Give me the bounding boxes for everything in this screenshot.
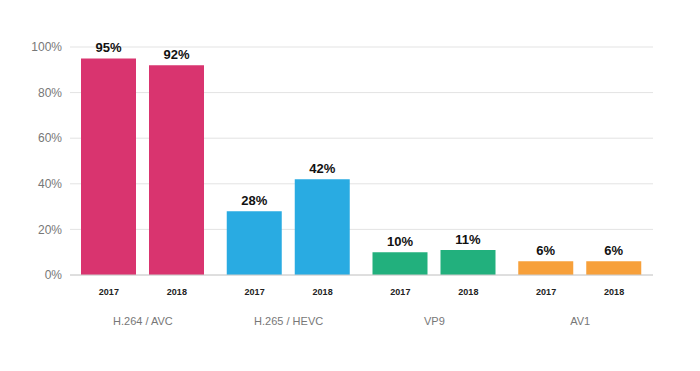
svg-text:20%: 20%: [38, 223, 62, 237]
svg-text:2017: 2017: [536, 287, 556, 297]
svg-text:H.264 / AVC: H.264 / AVC: [113, 315, 173, 327]
svg-text:60%: 60%: [38, 131, 62, 145]
svg-text:AV1: AV1: [570, 315, 590, 327]
svg-text:40%: 40%: [38, 177, 62, 191]
svg-text:42%: 42%: [309, 161, 335, 176]
svg-text:10%: 10%: [387, 234, 413, 249]
svg-text:2017: 2017: [245, 287, 265, 297]
svg-text:80%: 80%: [38, 86, 62, 100]
svg-text:6%: 6%: [604, 243, 623, 258]
svg-text:2017: 2017: [99, 287, 119, 297]
svg-text:28%: 28%: [241, 193, 267, 208]
svg-text:11%: 11%: [455, 232, 481, 247]
svg-text:H.265 / HEVC: H.265 / HEVC: [254, 315, 323, 327]
svg-text:2017: 2017: [390, 287, 410, 297]
svg-text:2018: 2018: [458, 287, 478, 297]
svg-text:100%: 100%: [31, 40, 62, 54]
svg-text:2018: 2018: [167, 287, 187, 297]
svg-text:2018: 2018: [604, 287, 624, 297]
svg-text:92%: 92%: [163, 47, 189, 62]
svg-text:0%: 0%: [45, 268, 63, 282]
svg-text:95%: 95%: [95, 40, 121, 55]
svg-text:2018: 2018: [313, 287, 333, 297]
svg-text:VP9: VP9: [424, 315, 445, 327]
svg-text:6%: 6%: [536, 243, 555, 258]
